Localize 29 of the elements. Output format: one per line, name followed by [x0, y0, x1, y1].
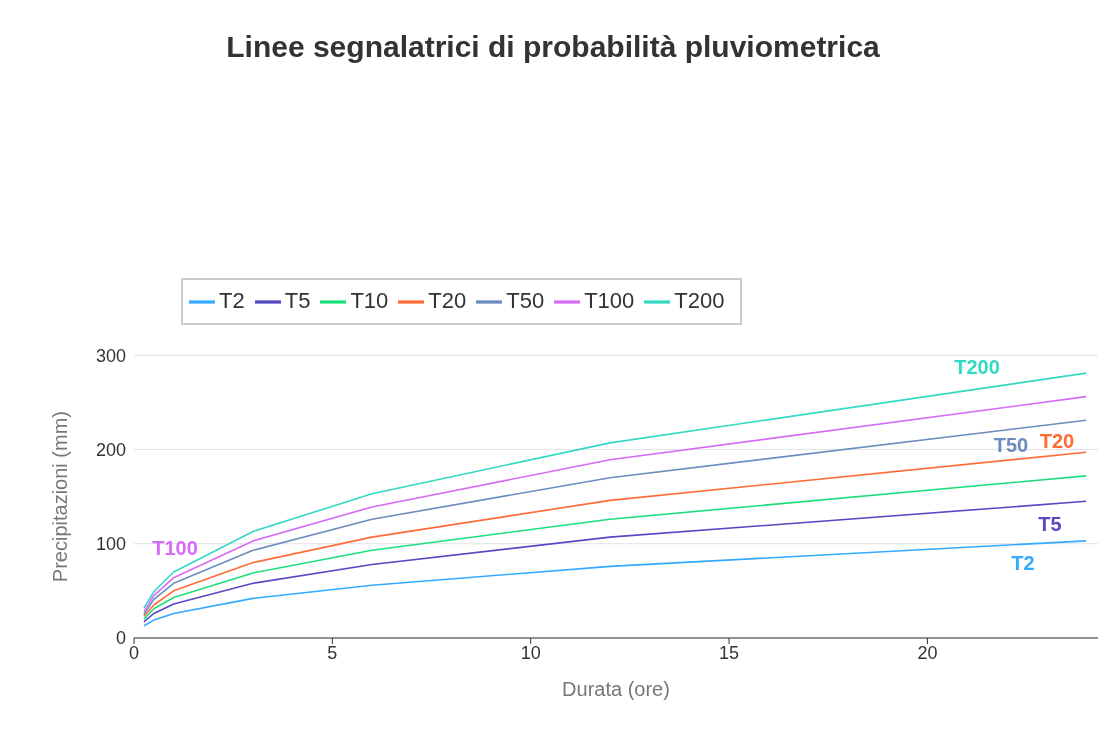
x-tick-label: 5: [327, 642, 338, 663]
annotation: T5: [1038, 513, 1062, 535]
legend-label: T10: [350, 288, 389, 313]
x-tick-label: 15: [719, 642, 740, 663]
annotation: T200: [954, 356, 1000, 378]
legend-label: T5: [284, 288, 311, 313]
legend-label: T20: [428, 288, 467, 313]
y-axis-title: Precipitazioni (mm): [49, 411, 72, 583]
line-series: [143, 540, 1087, 627]
annotation: T2: [1011, 552, 1035, 574]
x-tick-label: 0: [128, 642, 140, 663]
y-tick-label: 0: [115, 628, 126, 649]
annotation: T100: [152, 537, 198, 559]
chart-title: Linee segnalatrici di probabilità pluviometrica: [225, 30, 881, 64]
line-series: [143, 475, 1087, 620]
x-tick-label: 20: [917, 642, 938, 663]
line-series: [143, 500, 1087, 623]
x-tick-label: 10: [520, 642, 541, 663]
line-series: [143, 451, 1087, 618]
annotation: T20: [1039, 430, 1075, 452]
legend-label: T200: [674, 288, 725, 313]
y-tick-label: 200: [95, 439, 126, 460]
legend-label: T100: [584, 288, 635, 313]
y-tick-label: 100: [95, 534, 126, 555]
legend-label: T2: [219, 288, 245, 313]
annotation: T50: [993, 434, 1029, 456]
x-axis-title: Durata (ore): [562, 678, 670, 700]
y-tick-label: 300: [95, 345, 126, 366]
legend-label: T50: [506, 288, 545, 313]
